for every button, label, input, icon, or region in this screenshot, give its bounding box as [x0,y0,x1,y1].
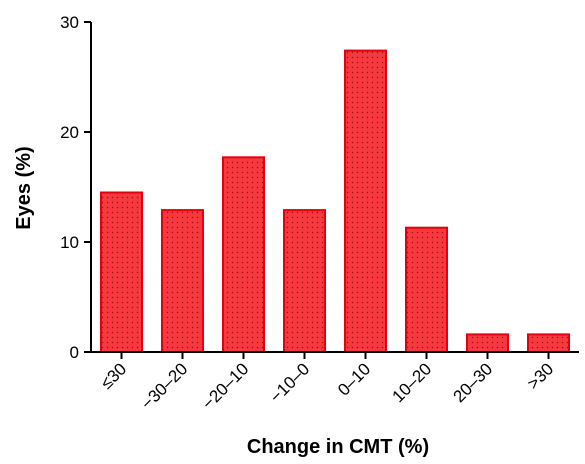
x-tick-label-7: >30 [523,359,557,393]
bar-7 [527,333,570,353]
y-tick-label-2: 20 [60,123,79,142]
y-axis-title: Eyes (%) [13,146,35,229]
bar-4 [344,49,387,353]
x-tick-label-2: −20–10 [198,359,252,413]
x-tick-label-6: 20–30 [449,359,496,406]
bar-1 [161,209,204,353]
y-tick-label-0: 0 [70,343,79,362]
x-axis-title: Change in CMT (%) [247,436,429,458]
bar-6 [466,333,509,353]
bar-2 [222,156,265,353]
bar-0 [100,191,143,353]
x-tick-label-0: ≤30 [97,359,130,392]
bar-3 [283,209,326,353]
y-tick-label-1: 10 [60,233,79,252]
x-tick-label-1: −30–20 [137,359,191,413]
y-tick-label-3: 30 [60,13,79,32]
x-tick-label-3: −10–0 [266,359,313,406]
x-tick-label-4: 0–10 [334,359,374,399]
x-tick-label-5: 10–20 [388,359,435,406]
bar-5 [405,226,448,353]
